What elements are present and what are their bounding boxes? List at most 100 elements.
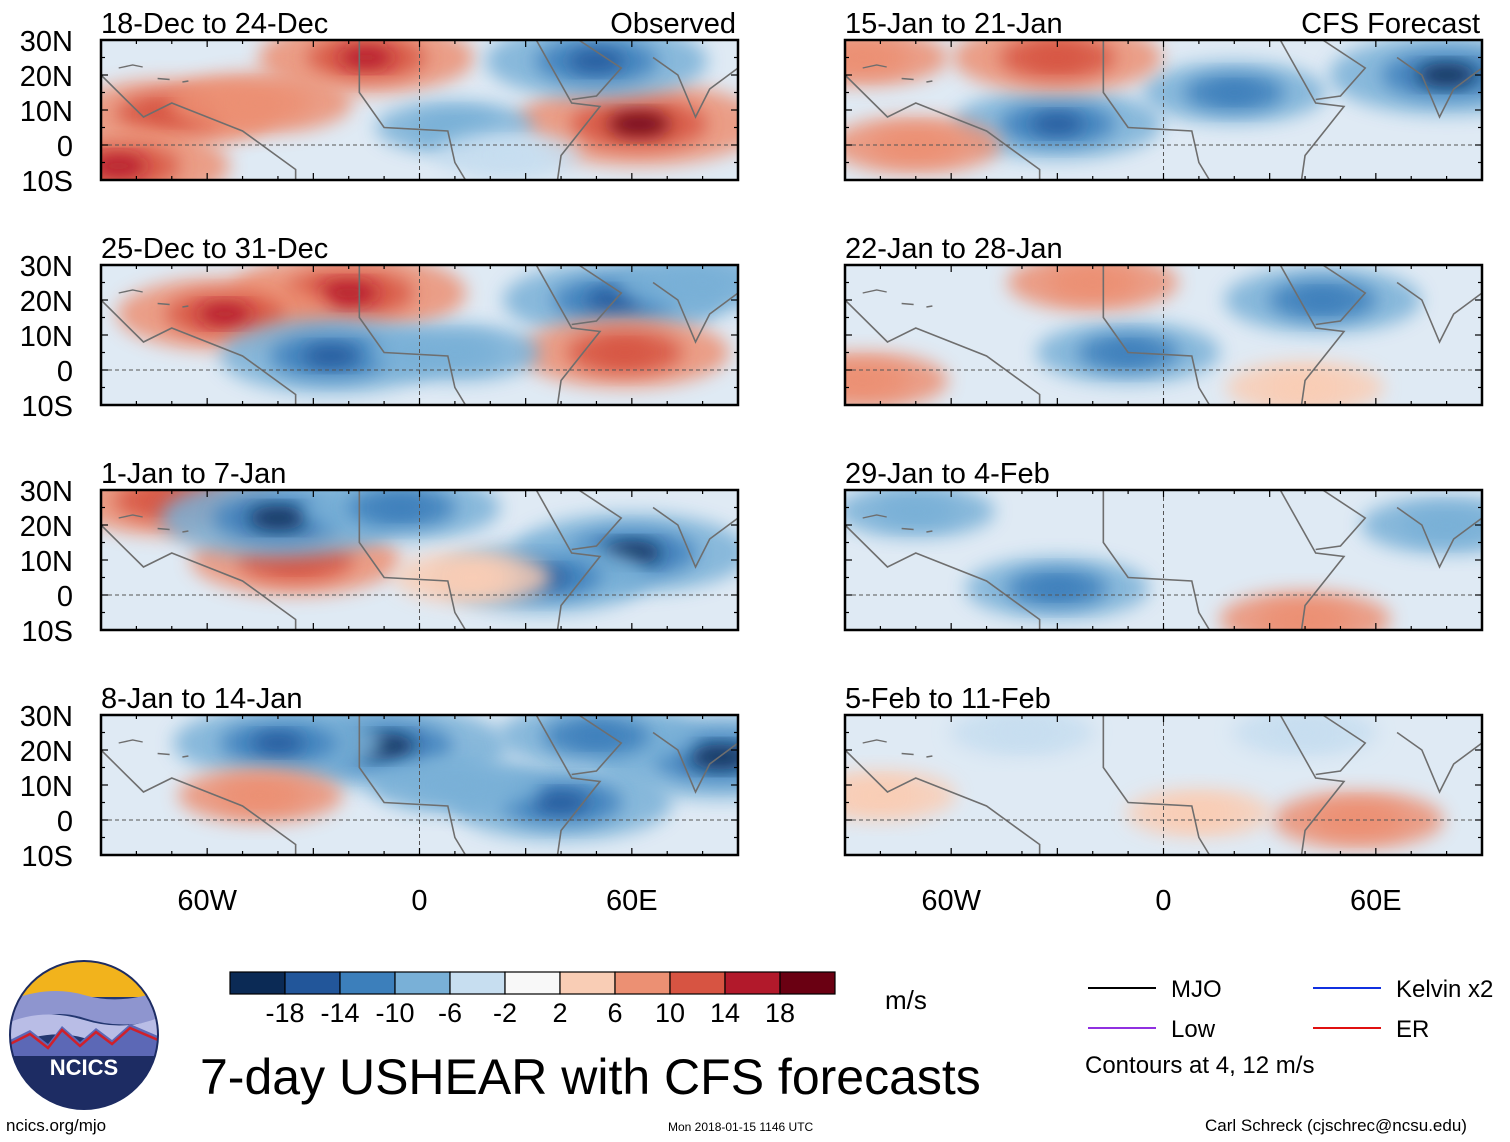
caribbean-islands bbox=[118, 289, 189, 308]
observed-label: Observed bbox=[610, 8, 736, 40]
colorbar-swatch bbox=[284, 971, 341, 995]
shear-blob-peak bbox=[339, 46, 394, 69]
shear-blob-peak bbox=[861, 787, 900, 804]
caribbean-islands bbox=[862, 514, 933, 533]
panel-period-label: 25-Dec to 31-Dec bbox=[101, 233, 328, 265]
shear-blob-peak bbox=[1285, 379, 1325, 396]
lat-tick-label: 0 bbox=[57, 581, 73, 613]
colorbar-label: -2 bbox=[493, 998, 517, 1028]
panel-7: 29-Jan to 4-Feb bbox=[843, 458, 1484, 632]
shear-blob-peak bbox=[681, 273, 725, 292]
site-link[interactable]: ncics.org/mjo bbox=[6, 1116, 107, 1135]
coastline bbox=[101, 715, 738, 855]
lat-tick-label: 0 bbox=[57, 356, 73, 388]
colorbar-label: 10 bbox=[655, 998, 685, 1028]
colorbar-swatch bbox=[724, 971, 781, 995]
lat-tick-label: 10N bbox=[20, 96, 73, 128]
colorbar-swatch bbox=[394, 971, 451, 995]
shear-blob-peak bbox=[452, 569, 493, 586]
colorbar-label: 14 bbox=[710, 998, 740, 1028]
caribbean-islands bbox=[118, 514, 189, 533]
panel-period-label: 8-Jan to 14-Jan bbox=[101, 683, 303, 715]
shear-blob-peak bbox=[489, 148, 527, 163]
shear-blob-peak bbox=[1425, 516, 1469, 534]
colorbar-swatch bbox=[669, 971, 726, 995]
coastline bbox=[101, 490, 738, 630]
lat-tick-label: 20N bbox=[20, 736, 73, 768]
colorbar-label: 6 bbox=[607, 998, 622, 1028]
colorbar-label: -14 bbox=[320, 998, 359, 1028]
shear-blob-peak bbox=[251, 732, 305, 754]
shear-blob-peak bbox=[239, 787, 281, 804]
colorbar-swatch bbox=[504, 971, 561, 995]
lon-tick-label: 60E bbox=[606, 885, 658, 917]
panel-8: 5-Feb to 11-Feb 60W 0 60E bbox=[843, 683, 1484, 917]
shear-blob-peak bbox=[598, 341, 651, 364]
shear-blob-peak bbox=[433, 343, 477, 362]
shear-blob-peak bbox=[1211, 83, 1258, 102]
coastline bbox=[845, 40, 1482, 180]
panel-period-label: 1-Jan to 7-Jan bbox=[101, 458, 286, 490]
coastline bbox=[101, 40, 738, 180]
forecast-label: CFS Forecast bbox=[1301, 8, 1480, 40]
legend-label: ER bbox=[1396, 1016, 1429, 1043]
panel-period-label: 15-Jan to 21-Jan bbox=[845, 8, 1063, 40]
shear-blob-peak bbox=[248, 506, 308, 530]
colorbar: -18 -14 -10 -6 -2 2 6 10 14 18 bbox=[229, 971, 836, 1028]
caribbean-islands bbox=[118, 739, 189, 758]
caribbean-islands bbox=[862, 64, 933, 83]
colorbar-swatch bbox=[779, 971, 836, 995]
panel-period-label: 18-Dec to 24-Dec bbox=[101, 8, 328, 40]
shear-blob-peak bbox=[303, 344, 359, 368]
shear-blob-peak bbox=[845, 48, 885, 67]
coastline bbox=[845, 265, 1482, 405]
shear-blob-peak bbox=[845, 371, 885, 390]
shear-blob-peak bbox=[1003, 725, 1041, 740]
lat-tick-label: 30N bbox=[20, 251, 73, 283]
lat-tick-label: 20N bbox=[20, 61, 73, 93]
lat-tick-label: 10S bbox=[21, 166, 73, 198]
shear-blob-peak bbox=[895, 503, 936, 519]
shear-blob-peak bbox=[1298, 290, 1348, 310]
lat-tick-label: 20N bbox=[20, 286, 73, 318]
shear-blob-peak bbox=[433, 776, 477, 794]
colorbar-units: m/s bbox=[885, 985, 927, 1015]
legend-label: MJO bbox=[1171, 976, 1222, 1003]
lon-tick-label: 60E bbox=[1350, 885, 1402, 917]
shear-blob-peak bbox=[237, 93, 284, 113]
shear-blob-peak bbox=[1071, 273, 1115, 292]
caribbean-islands bbox=[862, 289, 933, 308]
lat-tick-label: 10S bbox=[21, 616, 73, 648]
shear-blob-peak bbox=[1031, 113, 1084, 135]
colorbar-label: -10 bbox=[375, 998, 414, 1028]
figure-title: 7-day USHEAR with CFS forecasts bbox=[200, 1049, 981, 1105]
lat-tick-label: 10S bbox=[21, 841, 73, 873]
panel-period-label: 5-Feb to 11-Feb bbox=[845, 683, 1051, 715]
contours-note: Contours at 4, 12 m/s bbox=[1085, 1052, 1315, 1079]
shear-blob-peak bbox=[689, 744, 738, 770]
lat-tick-label: 10N bbox=[20, 771, 73, 803]
lat-tick-label: 10S bbox=[21, 391, 73, 423]
colorbar-swatch bbox=[559, 971, 616, 995]
shear-blob-peak bbox=[319, 281, 379, 305]
colorbar-label: -6 bbox=[438, 998, 462, 1028]
colorbar-swatch bbox=[229, 971, 286, 995]
lat-tick-label: 0 bbox=[57, 131, 73, 163]
caribbean-islands bbox=[862, 739, 933, 758]
ncics-logo: NCICS bbox=[9, 960, 159, 1110]
legend: MJO Kelvin x2 Low ER bbox=[1088, 976, 1493, 1043]
shear-blob-peak bbox=[571, 726, 622, 746]
lon-tick-label: 0 bbox=[411, 885, 427, 917]
colorbar-label: 18 bbox=[765, 998, 795, 1028]
lat-tick-label: 10N bbox=[20, 546, 73, 578]
colorbar-swatch bbox=[449, 971, 506, 995]
caribbean-islands bbox=[118, 64, 189, 83]
shear-blob-peak bbox=[435, 119, 475, 136]
panel-period-label: 22-Jan to 28-Jan bbox=[845, 233, 1063, 265]
colorbar-label: 2 bbox=[552, 998, 567, 1028]
lat-tick-label: 30N bbox=[20, 476, 73, 508]
